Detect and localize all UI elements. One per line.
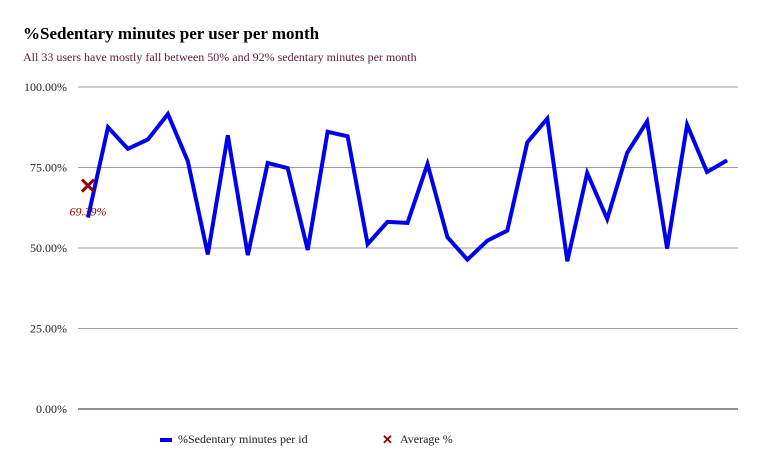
legend-line-swatch (160, 437, 172, 442)
average-x-stroke (80, 178, 96, 193)
legend-item-sedentary: %Sedentary minutes per id (160, 432, 308, 447)
data-point (107, 126, 109, 128)
data-point (267, 162, 269, 164)
data-point (566, 260, 568, 262)
data-point (506, 230, 508, 232)
average-data-label: 69.39% (70, 205, 107, 219)
data-point (546, 118, 548, 120)
data-point (486, 240, 488, 242)
y-tick-label: 100.00% (24, 80, 67, 94)
data-point (407, 222, 408, 224)
chart-subtitle: All 33 users have mostly fall between 50… (23, 50, 417, 64)
legend-item-average: ✕ Average % (382, 432, 453, 447)
data-point (387, 221, 389, 223)
data-point (307, 249, 309, 251)
chart-title: %Sedentary minutes per user per month (23, 24, 320, 43)
y-tick-label: 0.00% (36, 402, 67, 416)
data-point (227, 134, 229, 136)
data-point (147, 138, 149, 140)
gridlines (78, 86, 738, 329)
data-point (626, 152, 628, 154)
data-point (367, 243, 369, 245)
data-point (646, 120, 648, 122)
average-marker: 69.39% (70, 178, 107, 219)
data-point (606, 218, 608, 220)
series-points (87, 113, 728, 262)
data-point (327, 131, 329, 133)
data-point (466, 259, 468, 261)
legend-x-marker-icon: ✕ (382, 431, 393, 447)
y-tick-label: 50.00% (30, 241, 67, 255)
data-point (426, 163, 428, 165)
legend-label-sedentary: %Sedentary minutes per id (178, 432, 308, 446)
data-point (247, 254, 249, 256)
data-point (87, 216, 89, 218)
data-point (207, 253, 209, 255)
data-point (586, 172, 588, 174)
data-point (347, 135, 349, 137)
data-point (686, 124, 688, 126)
y-tick-label: 25.00% (30, 322, 67, 336)
data-point (167, 113, 169, 115)
legend-label-average: Average % (400, 432, 453, 446)
data-point (446, 236, 448, 238)
data-point (706, 171, 708, 173)
data-point (187, 160, 189, 162)
data-point (127, 148, 129, 150)
data-point (526, 141, 528, 143)
data-point (726, 159, 728, 161)
data-point (287, 167, 289, 169)
series-line-sedentary (86, 110, 729, 263)
y-axis-tick-labels: 0.00% 25.00% 50.00% 75.00% 100.00% (24, 80, 67, 416)
y-tick-label: 75.00% (30, 161, 67, 175)
data-point (666, 248, 668, 250)
